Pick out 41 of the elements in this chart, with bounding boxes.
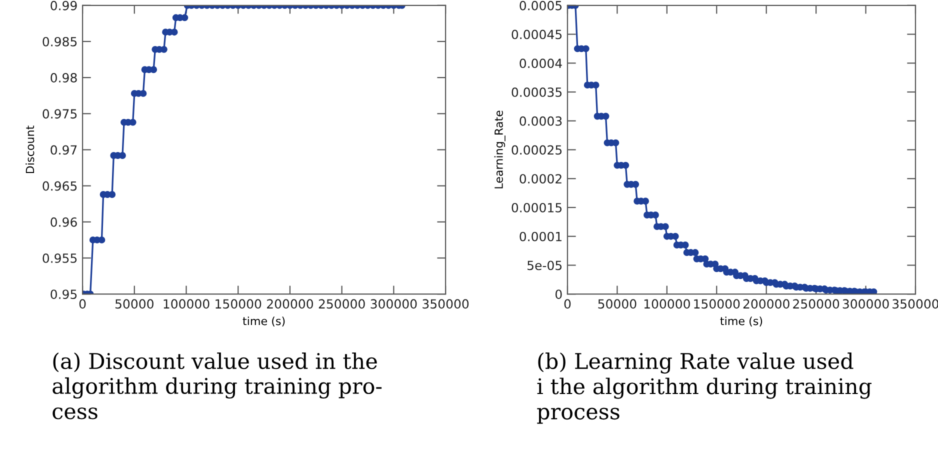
x-tick-label: 50000: [115, 299, 154, 309]
y-axis-title: Learning_Rate: [494, 110, 506, 188]
y-tick-label: 0.0004: [520, 58, 562, 68]
y-tick-label: 0.99: [50, 0, 77, 10]
x-tick-label: 300000: [370, 299, 417, 309]
x-tick-label: 150000: [216, 299, 262, 309]
y-tick-label: 0.0001: [520, 232, 562, 242]
y-tick-label: 0.00025: [512, 145, 562, 155]
y-tick-label: 0.985: [42, 36, 77, 46]
y-tick-label: 0: [556, 290, 562, 300]
x-tick-label: 200000: [267, 299, 314, 309]
x-tick-label: 150000: [694, 299, 740, 309]
text: (b) Learning Rate value used i the algorithm during training process: [537, 352, 872, 424]
x-tick-label: 250000: [793, 299, 840, 309]
x-axis-title: time (s): [720, 316, 762, 327]
y-axis-title: Discount: [26, 126, 34, 174]
y-tick-label: 0.97: [50, 145, 77, 155]
x-tick-label: 300000: [842, 299, 889, 309]
y-tick-label: 0.0005: [520, 0, 562, 10]
y-tick-label: 0.00045: [512, 30, 562, 40]
x-tick-label: 0: [564, 299, 571, 309]
x-axis-title: time (s): [242, 316, 285, 327]
x-tick-label: 50000: [598, 299, 636, 309]
x-tick-label: 250000: [318, 299, 365, 309]
y-tick-label: 0.00035: [512, 87, 562, 97]
y-tick-label: 0.955: [42, 253, 77, 263]
y-tick-label: 0.0003: [520, 116, 562, 126]
x-tick-label: 100000: [164, 299, 210, 309]
x-tick-label: 0: [79, 299, 86, 309]
x-tick-label: 100000: [644, 299, 690, 309]
x-tick-label: 200000: [743, 299, 790, 309]
x-tick-label: 350000: [422, 299, 469, 309]
text: (a) Discount value used in the algorithm during training pro- cess: [52, 352, 382, 420]
y-tick-label: 0.965: [42, 181, 77, 191]
y-tick-label: 0.975: [42, 109, 77, 119]
y-tick-label: 0.00015: [512, 202, 562, 212]
y-tick-label: 5e-05: [528, 260, 562, 270]
y-tick-label: 0.95: [50, 290, 77, 300]
y-tick-label: 0.96: [50, 217, 77, 227]
y-tick-label: 0.98: [50, 73, 77, 82]
y-tick-label: 0.0002: [520, 174, 562, 184]
